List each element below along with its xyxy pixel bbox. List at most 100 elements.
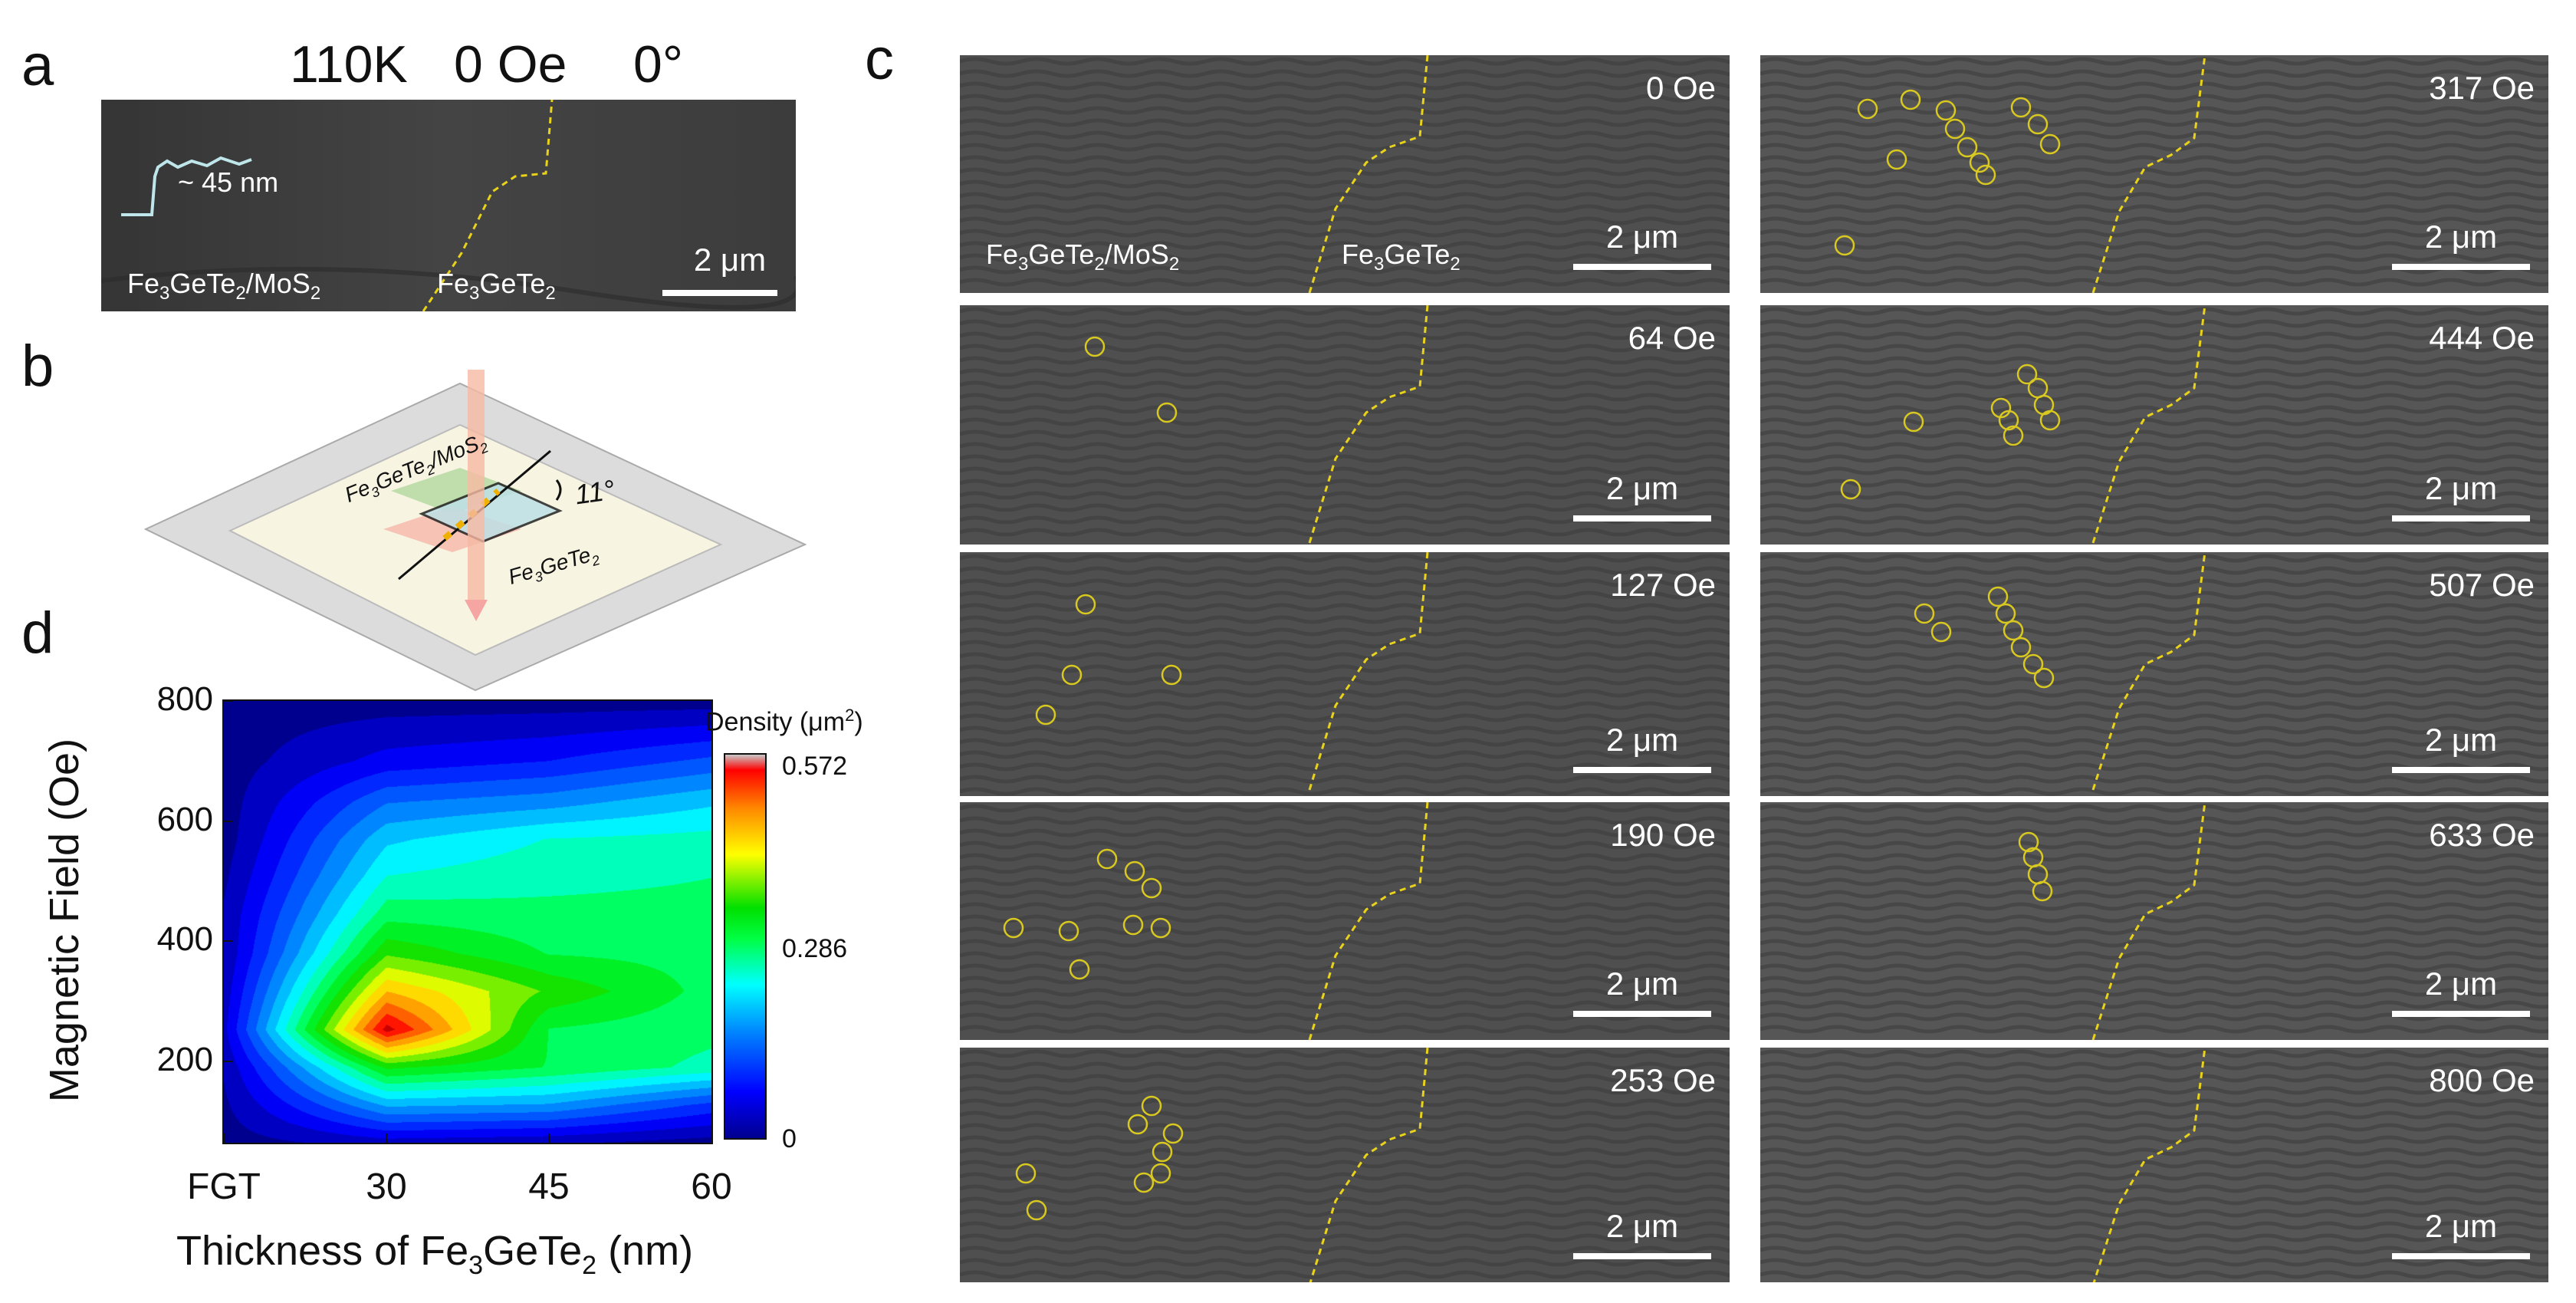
panel-a-region-left: Fe3GeTe2/MoS2 — [127, 268, 321, 304]
boundary-line — [1308, 55, 1429, 293]
skyrmion-marker — [1900, 89, 1921, 110]
scalebar-label: 2 μm — [2424, 966, 2498, 1002]
micrograph-texture — [960, 802, 1730, 1040]
skyrmion-marker — [1914, 603, 1935, 624]
panel-b-green-layer — [391, 468, 521, 514]
panel-b-schematic — [143, 370, 807, 692]
skyrmion-marker — [1930, 621, 1952, 643]
micrograph-9: 253 Oe 2 μm — [960, 1048, 1730, 1282]
panel-b-angle: 11° — [573, 473, 617, 511]
panel-a-boundary-line — [422, 100, 554, 311]
skyrmion-marker — [2039, 410, 2061, 431]
panel-a-thickness-label: ~ 45 nm — [178, 166, 279, 198]
skyrmion-marker — [1995, 603, 2016, 624]
skyrmion-marker — [1957, 137, 1978, 158]
x-tick-mark — [386, 1134, 387, 1143]
colorbar-title: Density (μm2) — [705, 706, 863, 737]
field-label: 190 Oe — [1610, 817, 1716, 853]
skyrmion-marker — [1987, 586, 2009, 607]
skyrmion-marker — [1998, 410, 2019, 431]
panel-b-beam-arrow — [465, 600, 488, 621]
skyrmion-marker — [2039, 133, 2061, 155]
boundary-line — [1309, 1048, 1429, 1282]
panel-a-scalebar — [662, 290, 777, 296]
panel-a-region-right: Fe3GeTe2 — [437, 268, 556, 304]
micrograph-texture — [1760, 1048, 2548, 1282]
skyrmion-marker — [1935, 100, 1957, 121]
y-tick-mark — [224, 700, 233, 702]
skyrmion-marker — [2003, 620, 2024, 641]
scalebar — [1573, 1011, 1711, 1017]
x-axis-title: Thickness of Fe3GeTe2 (nm) — [176, 1228, 694, 1280]
panel-label-c: c — [865, 27, 894, 92]
boundary-line — [2091, 802, 2206, 1040]
skyrmion-marker — [1127, 1114, 1148, 1135]
field-label: 444 Oe — [2429, 320, 2535, 356]
skyrmion-marker — [2010, 637, 2032, 658]
field-label: 800 Oe — [2429, 1062, 2535, 1098]
skyrmion-marker — [1122, 914, 1144, 936]
scalebar — [2392, 515, 2530, 522]
scalebar-label: 2 μm — [2424, 722, 2498, 758]
x-tick-label: 30 — [366, 1166, 407, 1207]
y-tick-label: 600 — [156, 800, 213, 838]
micrograph-4: 444 Oe 2 μm — [1760, 305, 2548, 545]
scalebar-label: 2 μm — [1605, 470, 1679, 506]
field-label: 253 Oe — [1610, 1062, 1716, 1098]
y-tick-label: 800 — [156, 680, 213, 718]
x-tick-mark — [711, 1134, 712, 1143]
micrograph-8: 633 Oe 2 μm — [1760, 802, 2548, 1040]
y-tick-mark — [224, 1060, 233, 1062]
scalebar-label: 2 μm — [1605, 1208, 1679, 1244]
skyrmion-marker — [2022, 653, 2044, 675]
scalebar — [1573, 515, 1711, 522]
scalebar-label: 2 μm — [1605, 966, 1679, 1002]
x-tick-mark — [223, 1134, 225, 1143]
skyrmion-marker — [1975, 164, 1996, 186]
scalebar-label: 2 μm — [1605, 219, 1679, 255]
skyrmion-marker — [1084, 336, 1106, 357]
skyrmion-marker — [1141, 877, 1162, 899]
colorbar-max-label: 0.572 — [782, 752, 848, 781]
skyrmion-marker — [1834, 235, 1855, 256]
y-tick-label: 200 — [156, 1040, 213, 1078]
colorbar-mid-label: 0.286 — [782, 934, 848, 963]
skyrmion-marker — [1075, 594, 1096, 615]
skyrmion-marker — [1141, 1095, 1162, 1117]
skyrmion-marker — [2033, 667, 2055, 689]
micrograph-texture — [960, 305, 1730, 545]
heatmap-frame — [222, 699, 713, 1144]
boundary-line — [2092, 1048, 2206, 1282]
panel-b-angle-arc — [555, 479, 562, 501]
boundary-line — [2091, 305, 2206, 544]
boundary-line — [2091, 55, 2206, 293]
micrograph-1: 0 Oe 2 μm Fe3GeTe2/MoS2 Fe3GeTe2 — [960, 55, 1730, 293]
skyrmion-marker — [1069, 959, 1090, 980]
scalebar-label: 2 μm — [1605, 722, 1679, 758]
skyrmion-marker — [1124, 860, 1145, 882]
skyrmion-marker — [2018, 831, 2039, 853]
field-label: 507 Oe — [2429, 567, 2535, 603]
boundary-line — [1308, 802, 1429, 1040]
scalebar-label: 2 μm — [2424, 1208, 2498, 1244]
skyrmion-marker — [2016, 364, 2038, 385]
micrograph-texture — [1760, 802, 2548, 1040]
skyrmion-marker — [1150, 1163, 1171, 1184]
x-tick-label: FGT — [187, 1166, 261, 1207]
colorbar — [724, 753, 767, 1140]
micrograph-7: 190 Oe 2 μm — [960, 802, 1730, 1040]
region-left-label: Fe3GeTe2/MoS2 — [986, 239, 1180, 275]
boundary-line — [1308, 552, 1429, 791]
micrograph-texture — [1760, 55, 2548, 293]
skyrmion-marker — [1133, 1172, 1155, 1193]
micrograph-3: 64 Oe 2 μm — [960, 305, 1730, 545]
panel-label-a: a — [21, 33, 54, 98]
scalebar — [2392, 767, 2530, 773]
skyrmion-marker — [1152, 1141, 1173, 1163]
field-label: 64 Oe — [1628, 320, 1716, 356]
panel-a-background — [101, 100, 796, 311]
skyrmion-marker — [1969, 152, 1990, 173]
micrograph-5: 127 Oe 2 μm — [960, 552, 1730, 796]
panel-label-b: b — [21, 334, 54, 399]
skyrmion-marker — [2032, 880, 2053, 902]
